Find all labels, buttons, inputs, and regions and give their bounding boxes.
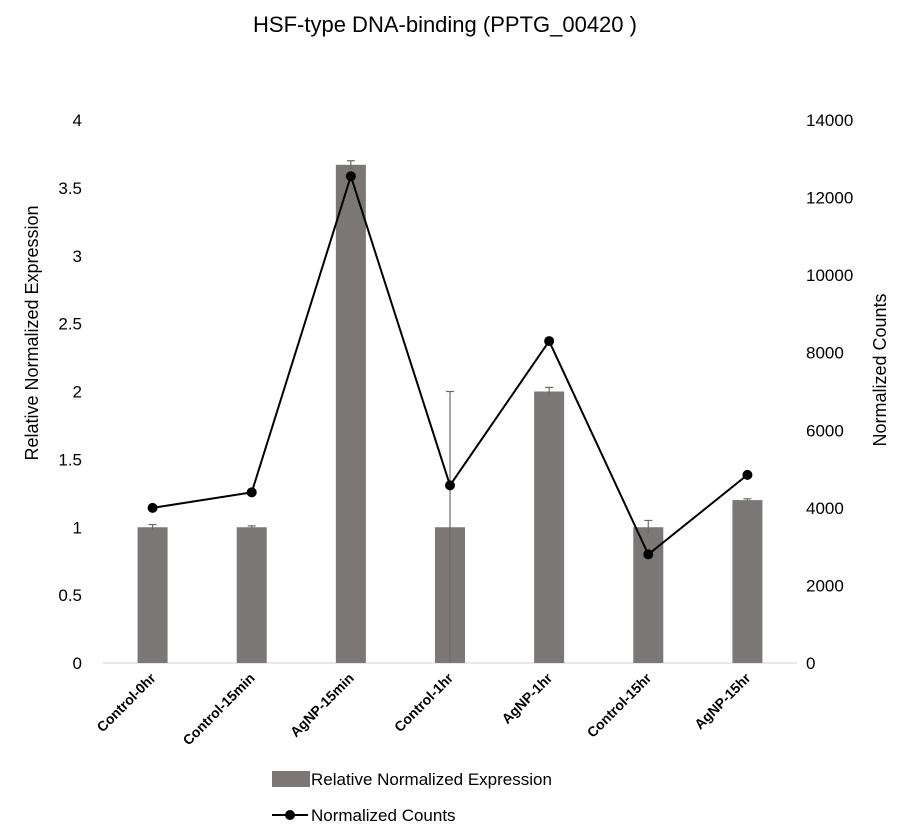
legend-label-line: Normalized Counts <box>311 806 456 825</box>
y-tick-label: 3.5 <box>58 179 82 198</box>
bar <box>236 527 267 663</box>
line-point <box>345 171 356 182</box>
y-tick-label: 2.5 <box>58 315 82 334</box>
y-axis-ticks: 0 0.5 1 1.5 2 2.5 3 3.5 4 <box>58 111 82 673</box>
line-point <box>544 336 555 347</box>
legend: Relative Normalized Expression Normalize… <box>272 770 552 825</box>
category-labels: Control-0hr Control-15min AgNP-15min Contro… <box>93 669 753 748</box>
category-label: Control-0hr <box>93 669 159 735</box>
y-tick-label: 4 <box>73 111 82 130</box>
legend-marker-line <box>285 810 295 820</box>
line-point <box>147 502 158 513</box>
line-series <box>147 171 753 560</box>
category-label: Control-15hr <box>584 669 655 740</box>
y2-axis-ticks: 0 2000 4000 6000 8000 10000 12000 14000 <box>806 111 853 673</box>
y-tick-label: 2 <box>73 383 82 402</box>
line-point <box>445 480 455 491</box>
legend-label-bar: Relative Normalized Expression <box>311 770 552 789</box>
line-point <box>742 469 753 480</box>
y-tick-label: 0 <box>73 654 82 673</box>
y-axis-title: Relative Normalized Expression <box>22 205 42 460</box>
category-label: Control-1hr <box>391 669 457 735</box>
y2-tick-label: 12000 <box>806 189 853 208</box>
y2-tick-label: 2000 <box>806 576 844 595</box>
line-point <box>246 487 257 498</box>
line-point <box>643 549 654 560</box>
y-tick-label: 1 <box>73 518 82 537</box>
chart-title: HSF-type DNA-binding (PPTG_00420 ) <box>253 12 637 37</box>
y-tick-label: 0.5 <box>58 586 82 605</box>
bar <box>633 527 664 663</box>
y2-tick-label: 6000 <box>806 421 844 440</box>
bar <box>335 164 366 664</box>
y2-tick-label: 10000 <box>806 266 853 285</box>
legend-swatch-bar <box>272 771 310 787</box>
category-label: AgNP-15min <box>287 670 357 740</box>
y2-tick-label: 14000 <box>806 111 853 130</box>
bar <box>732 500 763 663</box>
y2-axis-title: Normalized Counts <box>870 293 890 446</box>
y-tick-label: 3 <box>73 247 82 266</box>
y2-tick-label: 0 <box>806 654 815 673</box>
y2-tick-label: 4000 <box>806 499 844 518</box>
bar <box>137 527 168 663</box>
bar <box>534 391 565 663</box>
y2-tick-label: 8000 <box>806 344 844 363</box>
category-label: AgNP-15hr <box>691 669 754 732</box>
error-bars <box>148 160 752 663</box>
y-tick-label: 1.5 <box>58 450 82 469</box>
category-label: AgNP-1hr <box>498 669 555 726</box>
category-label: Control-15min <box>179 670 257 748</box>
